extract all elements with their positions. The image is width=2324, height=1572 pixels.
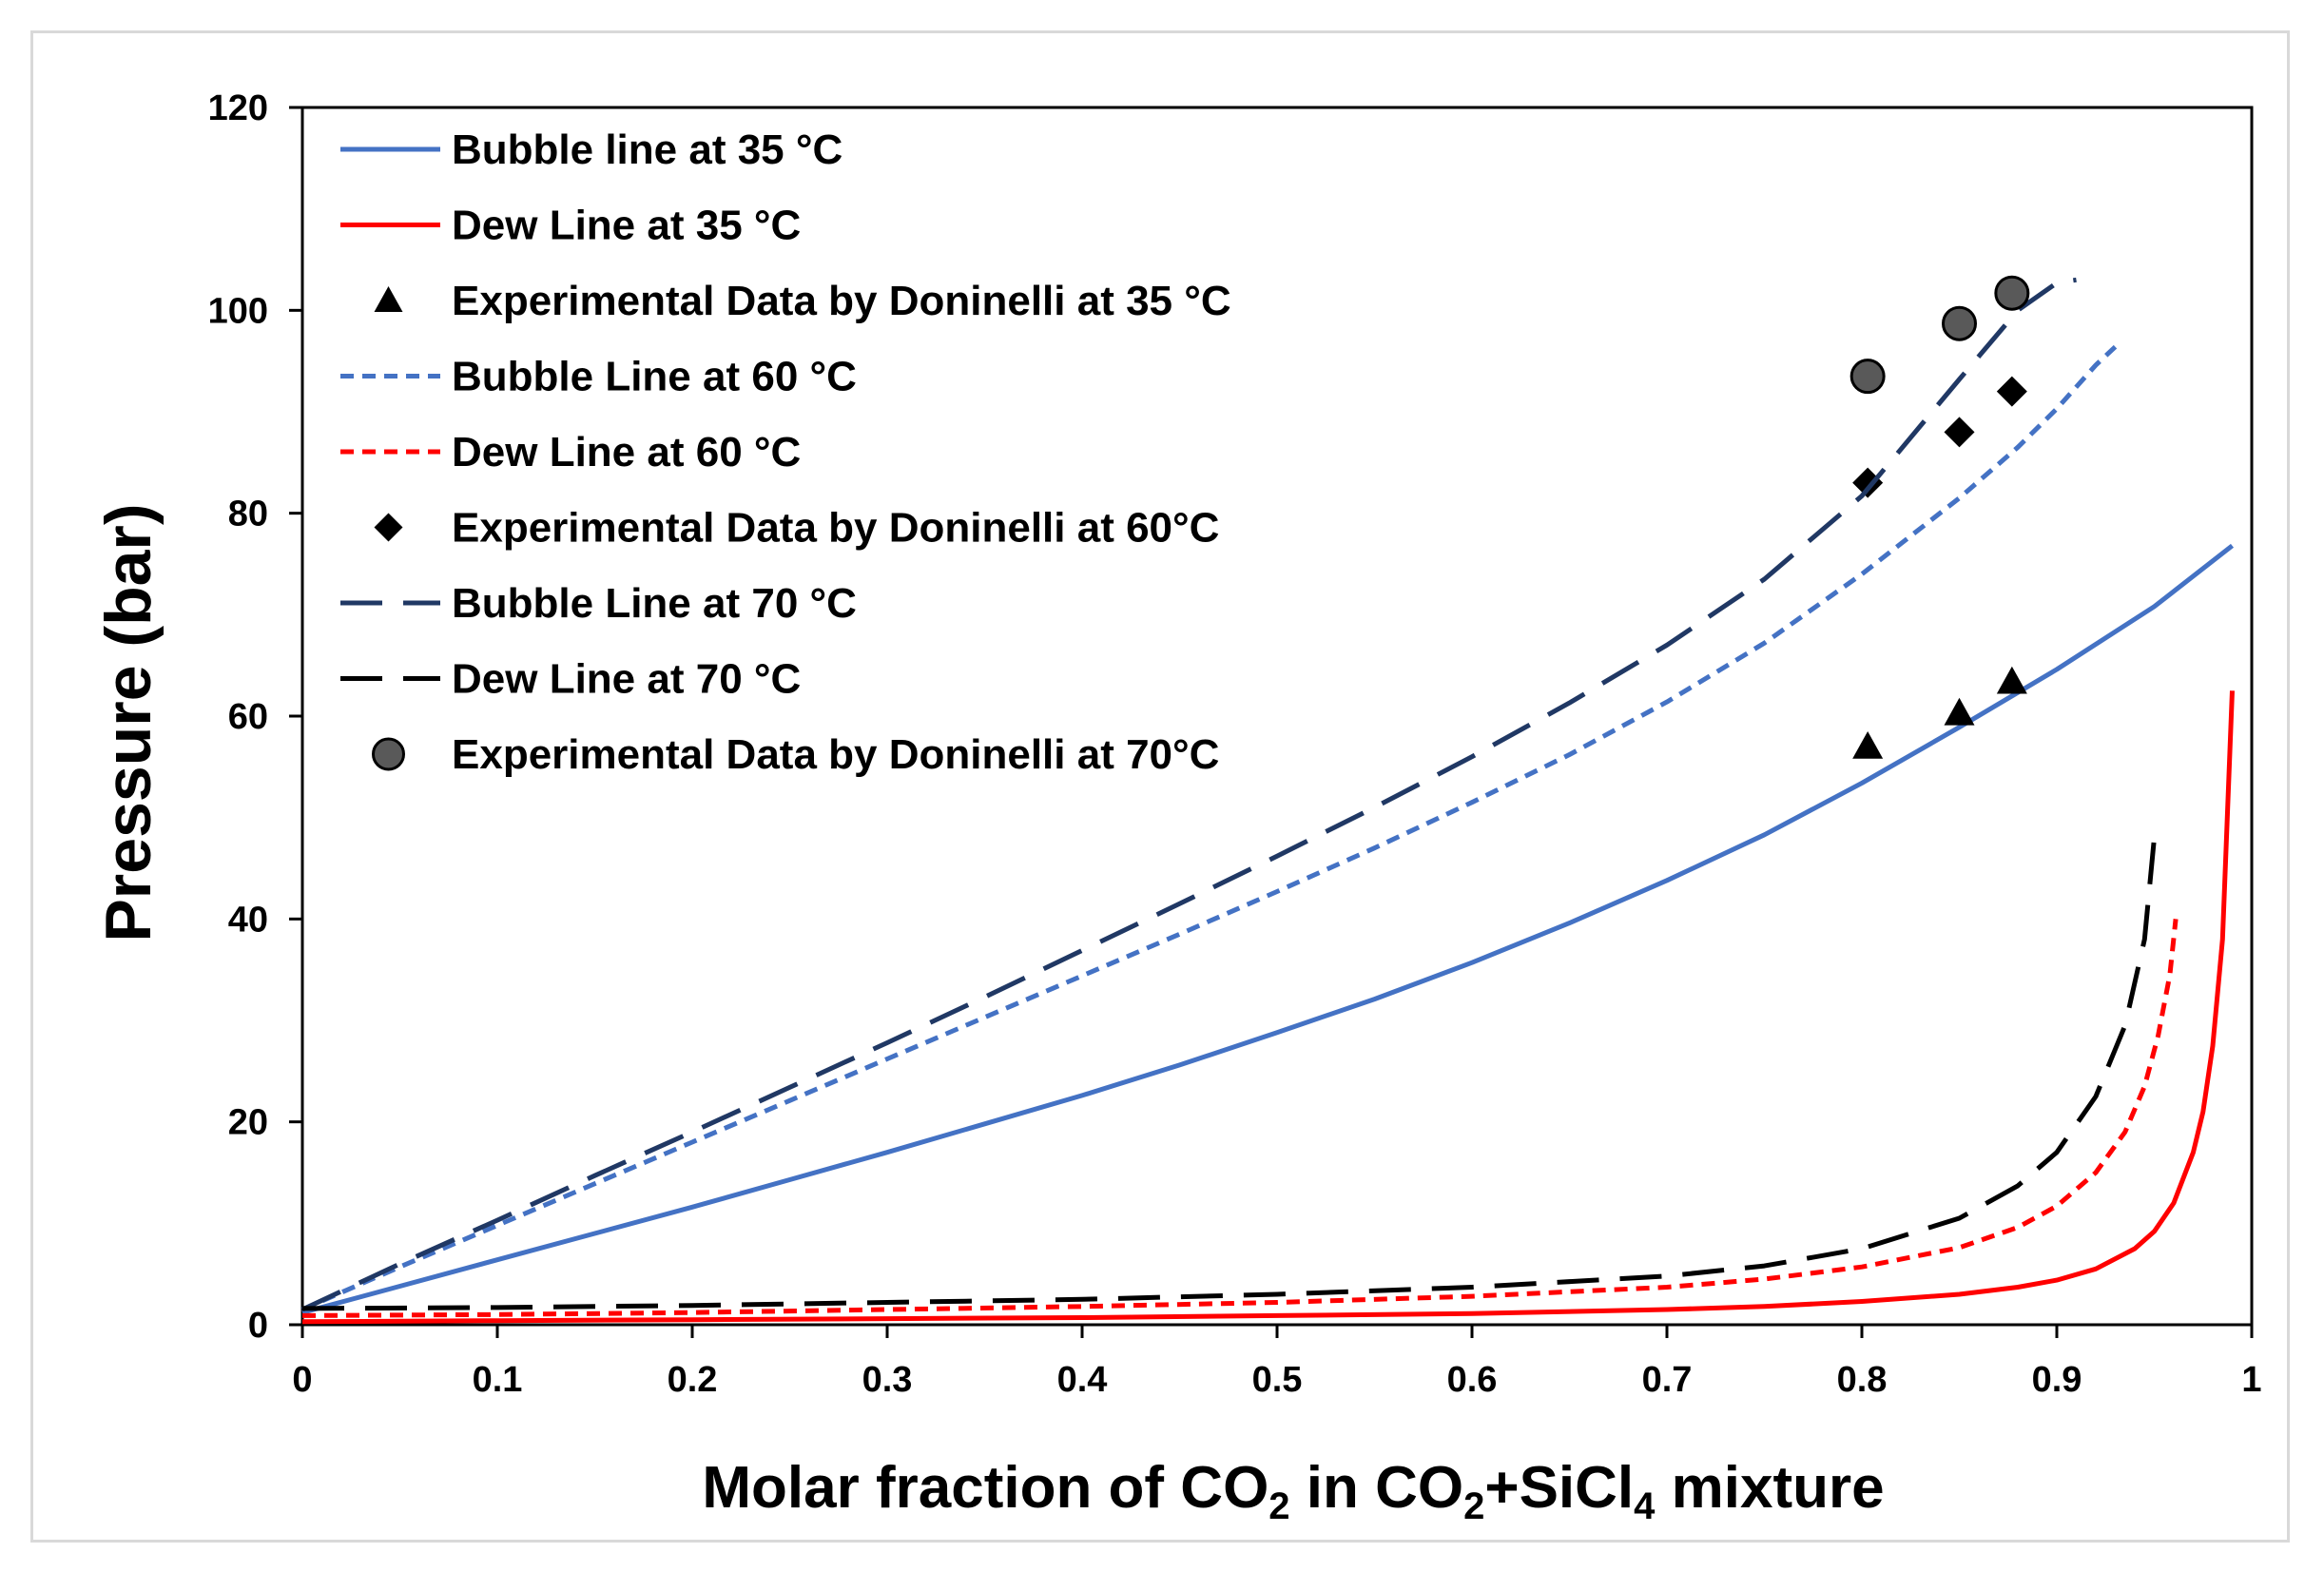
data-point bbox=[1852, 731, 1884, 759]
series-2 bbox=[301, 690, 2235, 1325]
y-tick-label: 0 bbox=[248, 1306, 268, 1346]
legend-label: Bubble line at 35 °C bbox=[452, 126, 842, 173]
legend-item: Experimental Data by Doninelli at 60°C bbox=[374, 505, 1219, 552]
legend-label: Bubble Line at 70 °C bbox=[452, 580, 857, 627]
x-tick-label: 0.4 bbox=[1057, 1360, 1108, 1400]
x-tick-label: 0.9 bbox=[2032, 1360, 2082, 1400]
x-tick-label: 1 bbox=[2241, 1360, 2261, 1400]
y-tick-label: 100 bbox=[208, 291, 268, 331]
x-axis-title: Molar fraction of CO2 in CO2+SiCl4 mixtu… bbox=[702, 1455, 1884, 1527]
legend-label: Dew Line at 35 °C bbox=[452, 203, 801, 249]
legend-label: Experimental Data by Doninelli at 70°C bbox=[452, 731, 1219, 778]
x-tick-label: 0 bbox=[292, 1360, 312, 1400]
y-tick-label: 40 bbox=[228, 900, 268, 940]
series-9 bbox=[1850, 275, 2030, 395]
legend-label: Dew Line at 60 °C bbox=[452, 429, 801, 475]
series-line bbox=[300, 277, 2077, 1312]
legend-label: Experimental Data by Doninelli at 35 °C bbox=[452, 278, 1231, 324]
series-line bbox=[301, 543, 2235, 1315]
subscript: 4 bbox=[1634, 1485, 1656, 1527]
x-axis-title-text: Molar fraction of CO bbox=[702, 1455, 1269, 1521]
x-axis-ticks: 0 0.1 0.2 0.3 0.4 0.5 0.6 0.7 0.8 0.9 1 bbox=[292, 1325, 2262, 1400]
x-tick-label: 0.5 bbox=[1252, 1360, 1303, 1400]
series-8 bbox=[301, 837, 2157, 1311]
legend-item: Dew Line at 60 °C bbox=[340, 429, 801, 475]
legend-label: Dew Line at 70 °C bbox=[452, 656, 801, 703]
x-tick-label: 0.7 bbox=[1642, 1360, 1693, 1400]
x-axis-title-text: +SiCl bbox=[1484, 1455, 1634, 1521]
y-tick-label: 80 bbox=[228, 495, 268, 534]
x-axis-title-text: in CO bbox=[1290, 1455, 1464, 1521]
legend-label: Bubble Line at 60 °C bbox=[452, 354, 857, 400]
series-3 bbox=[1852, 666, 2027, 759]
x-tick-label: 0.2 bbox=[668, 1360, 718, 1400]
series-4 bbox=[300, 344, 2118, 1312]
series-1 bbox=[301, 543, 2235, 1315]
y-tick-label: 20 bbox=[228, 1103, 268, 1143]
series-6 bbox=[1852, 376, 2027, 498]
legend-item: Bubble Line at 60 °C bbox=[340, 354, 857, 400]
legend-item: Dew Line at 35 °C bbox=[340, 203, 801, 249]
y-tick-label: 60 bbox=[228, 697, 268, 737]
x-tick-label: 0.6 bbox=[1447, 1360, 1498, 1400]
x-tick-label: 0.3 bbox=[862, 1360, 913, 1400]
legend-swatch bbox=[374, 286, 403, 312]
series-line bbox=[300, 344, 2118, 1312]
data-series bbox=[300, 275, 2235, 1325]
series-7 bbox=[300, 277, 2077, 1312]
data-point bbox=[1942, 305, 1977, 341]
legend-item: Bubble Line at 70 °C bbox=[340, 580, 857, 627]
subscript: 2 bbox=[1463, 1485, 1484, 1527]
legend: Bubble line at 35 °C Dew Line at 35 °C Exp… bbox=[340, 126, 1231, 778]
legend-item: Experimental Data by Doninelli at 70°C bbox=[372, 731, 1219, 778]
x-tick-label: 0.1 bbox=[473, 1360, 523, 1400]
data-point bbox=[1996, 376, 2027, 407]
series-line bbox=[301, 919, 2179, 1318]
legend-swatch bbox=[372, 737, 405, 771]
legend-item: Experimental Data by Doninelli at 35 °C bbox=[374, 278, 1231, 324]
data-point bbox=[1850, 359, 1886, 395]
x-axis-title-text: mixture bbox=[1655, 1455, 1884, 1521]
series-line bbox=[301, 690, 2235, 1325]
y-axis-title: Pressure (bar) bbox=[92, 503, 165, 941]
legend-item: Bubble line at 35 °C bbox=[340, 126, 842, 173]
subscript: 2 bbox=[1269, 1485, 1289, 1527]
legend-label: Experimental Data by Doninelli at 60°C bbox=[452, 505, 1219, 552]
data-point bbox=[1944, 697, 1975, 726]
legend-item: Dew Line at 70 °C bbox=[340, 656, 801, 703]
data-point bbox=[1944, 417, 1975, 448]
data-point bbox=[1994, 275, 2030, 311]
data-point bbox=[1852, 467, 1884, 498]
chart-frame bbox=[30, 30, 2290, 1543]
x-tick-label: 0.8 bbox=[1837, 1360, 1888, 1400]
series-line bbox=[301, 837, 2157, 1311]
data-point bbox=[1996, 666, 2027, 694]
y-tick-label: 120 bbox=[208, 88, 268, 128]
series-5 bbox=[301, 919, 2179, 1318]
y-axis-ticks: 0 20 40 60 80 100 120 bbox=[208, 88, 302, 1346]
legend-swatch bbox=[374, 513, 403, 542]
